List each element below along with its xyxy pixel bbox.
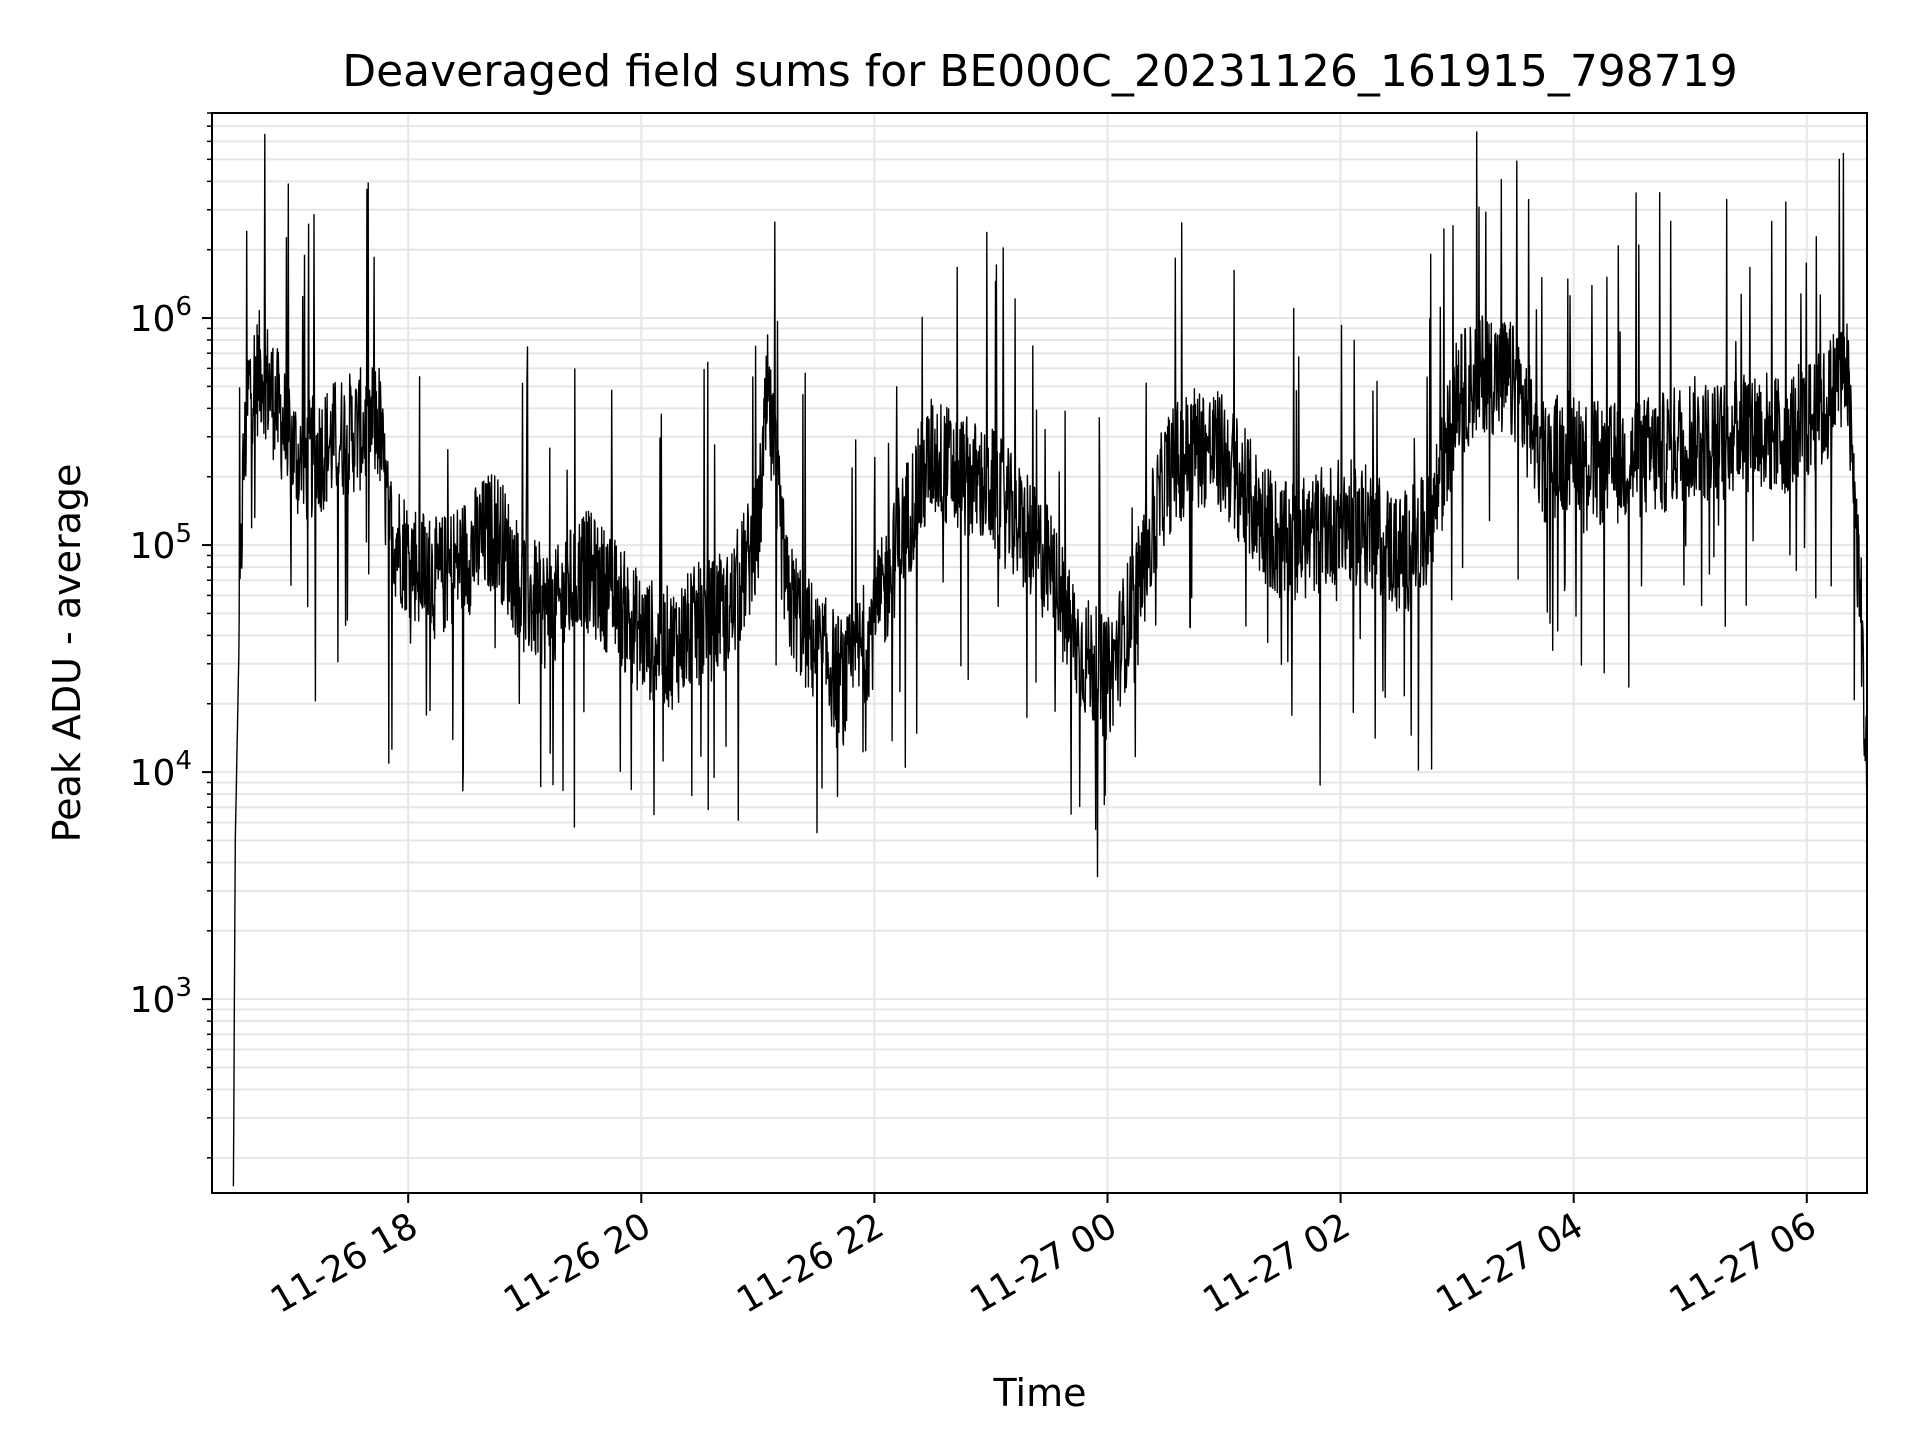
y-tick-label: 106 bbox=[130, 292, 192, 340]
series-line bbox=[232, 131, 1868, 1187]
x-tick-label: 11-27 06 bbox=[1663, 1205, 1824, 1321]
x-axis-label: Time bbox=[993, 1371, 1087, 1415]
x-tick-label: 11-27 04 bbox=[1430, 1205, 1591, 1321]
x-tick-label: 11-26 18 bbox=[264, 1205, 425, 1321]
y-axis-label: Peak ADU - average bbox=[45, 464, 89, 843]
x-tick-label: 11-27 02 bbox=[1196, 1205, 1357, 1321]
y-tick-label: 105 bbox=[130, 519, 192, 567]
plot-frame bbox=[211, 112, 1868, 1194]
x-tick-label: 11-26 22 bbox=[730, 1205, 891, 1321]
axis-ticks: 103 104 105 106 11-26 18 11-26 20 11-26 22 11-2… bbox=[130, 112, 1824, 1322]
x-tick-label: 11-26 20 bbox=[497, 1205, 658, 1321]
chart-title: Deaveraged field sums for BE000C_2023112… bbox=[342, 46, 1738, 97]
grid bbox=[212, 112, 1867, 1193]
y-tick-label: 103 bbox=[130, 973, 192, 1021]
x-tick-label: 11-27 00 bbox=[963, 1205, 1124, 1321]
y-tick-label: 104 bbox=[130, 746, 192, 794]
